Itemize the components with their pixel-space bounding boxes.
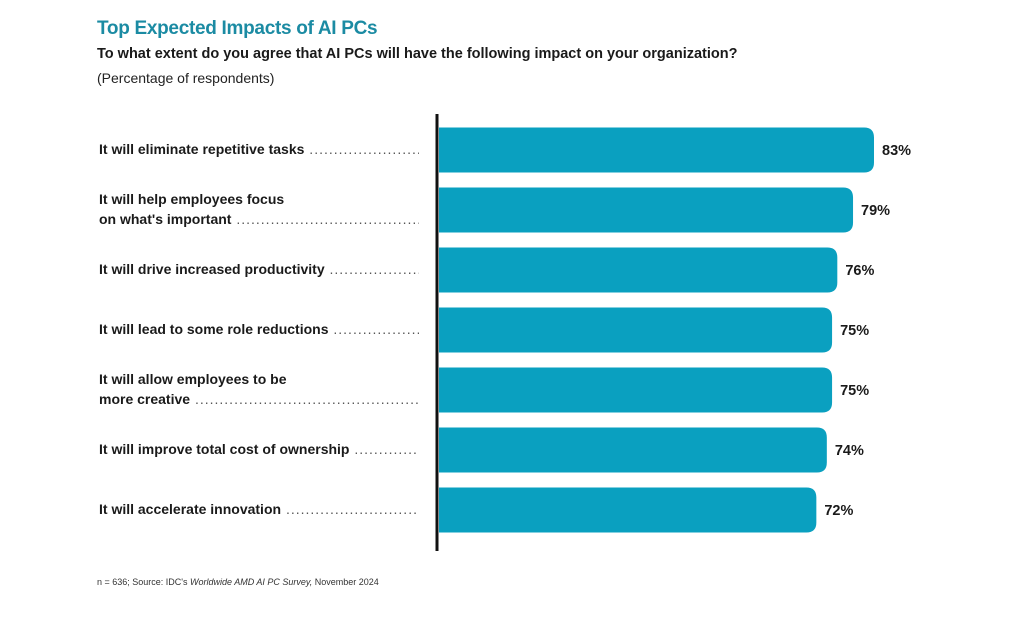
value-label: 83%: [882, 143, 911, 159]
category-label: It will drive increased productivity ...…: [99, 259, 419, 279]
bar: [439, 187, 854, 233]
category-label: It will allow employees to be more creati…: [99, 369, 419, 409]
bar: [439, 487, 817, 533]
category-label-line: on what's important ....................…: [99, 211, 419, 227]
chart-units: (Percentage of respondents): [97, 70, 275, 86]
category-label: It will eliminate repetitive tasks .....…: [99, 139, 419, 159]
value-label: 79%: [861, 203, 890, 219]
category-label: It will help employees focus on what's im…: [99, 189, 419, 229]
bar: [439, 427, 827, 473]
source-note: n = 636; Source: IDC's Worldwide AMD AI …: [97, 577, 379, 587]
bar: [439, 127, 874, 173]
category-label: It will accelerate innovation ..........…: [99, 499, 419, 519]
category-label-line: It will help employees focus: [99, 191, 285, 207]
bar: [439, 247, 838, 293]
category-label-line: It will accelerate innovation ..........…: [99, 501, 419, 517]
category-label-line: It will drive increased productivity ...…: [99, 261, 419, 277]
value-label: 76%: [845, 263, 874, 279]
category-label-line: It will eliminate repetitive tasks .....…: [99, 141, 419, 157]
value-label: 75%: [840, 323, 869, 339]
chart-subtitle: To what extent do you agree that AI PCs …: [97, 46, 738, 62]
bar: [439, 367, 833, 413]
value-label: 74%: [835, 443, 864, 459]
source-title: Worldwide AMD AI PC Survey,: [190, 577, 313, 587]
category-label: It will lead to some role reductions ...…: [99, 319, 419, 339]
category-label-line: It will allow employees to be: [99, 371, 287, 387]
category-label-line: It will lead to some role reductions ...…: [99, 321, 419, 337]
value-label: 75%: [840, 383, 869, 399]
category-label-line: more creative ..........................…: [99, 391, 419, 407]
category-label-line: It will improve total cost of ownership …: [99, 441, 419, 457]
value-label: 72%: [824, 503, 853, 519]
bar: [439, 307, 833, 353]
category-label: It will improve total cost of ownership …: [99, 439, 419, 459]
chart-title: Top Expected Impacts of AI PCs: [97, 18, 378, 39]
source-suffix: November 2024: [312, 577, 379, 587]
source-prefix: n = 636; Source: IDC's: [97, 577, 191, 587]
